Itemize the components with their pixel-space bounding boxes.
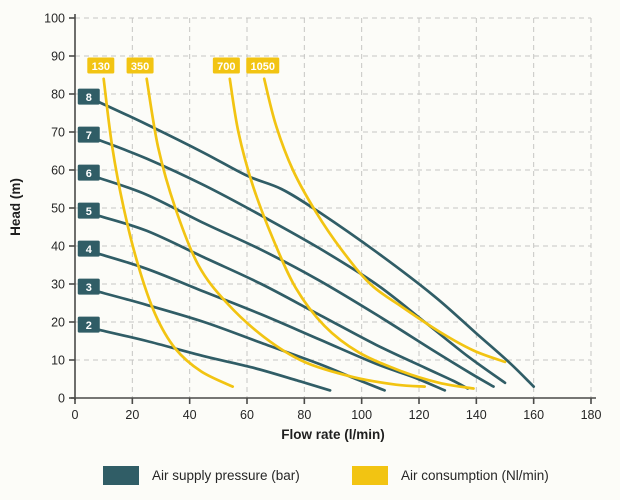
curve-pressure-7 (96, 138, 507, 385)
curve-pressure-4 (96, 252, 447, 392)
curve-pressure-8 (96, 100, 536, 388)
curve-label-130: 130 (87, 57, 115, 74)
y-tick-label-40: 40 (51, 240, 65, 254)
curve-consumption-700 (228, 77, 475, 390)
x-tick-label-140: 140 (466, 408, 487, 422)
svg-text:130: 130 (92, 61, 110, 73)
y-tick-label-10: 10 (51, 354, 65, 368)
svg-text:4: 4 (86, 244, 93, 256)
svg-text:3: 3 (86, 282, 92, 294)
svg-text:2: 2 (86, 320, 92, 332)
curve-consumption-130 (102, 77, 235, 388)
curve-label-1050: 1050 (246, 57, 280, 74)
curve-label-350: 350 (126, 57, 154, 74)
x-tick-label-80: 80 (297, 408, 311, 422)
curve-label-3: 3 (77, 278, 100, 295)
curve-pressure-5 (96, 214, 470, 390)
y-tick-label-70: 70 (51, 126, 65, 140)
svg-text:7: 7 (86, 130, 92, 142)
legend-label-pressure: Air supply pressure (bar) (152, 468, 300, 483)
x-tick-label-20: 20 (125, 408, 139, 422)
curve-label-8: 8 (77, 88, 100, 105)
curve-label-2: 2 (77, 316, 100, 333)
curve-consumption-1050 (262, 77, 507, 364)
x-tick-label-40: 40 (183, 408, 197, 422)
legend-item-consumption: Air consumption (Nl/min) (352, 466, 549, 485)
y-tick-label-50: 50 (51, 202, 65, 216)
curve-label-5: 5 (77, 202, 100, 219)
curve-label-700: 700 (212, 57, 240, 74)
y-tick-label-20: 20 (51, 316, 65, 330)
curve-consumption-350 (145, 77, 427, 388)
x-tick-label-100: 100 (351, 408, 372, 422)
x-axis-title: Flow rate (l/min) (281, 427, 385, 442)
legend-swatch-consumption (352, 466, 388, 485)
curve-pressure-2 (96, 328, 332, 392)
y-tick-label-30: 30 (51, 278, 65, 292)
x-tick-label-160: 160 (523, 408, 544, 422)
y-tick-label-90: 90 (51, 50, 65, 64)
svg-text:1050: 1050 (251, 61, 275, 73)
curve-label-4: 4 (77, 240, 100, 257)
svg-text:5: 5 (86, 206, 92, 218)
x-tick-label-0: 0 (72, 408, 79, 422)
chart-plot-area: 0 10 20 30 40 50 60 70 80 90 100 0 20 40 60 80 100 120 140… (44, 12, 602, 423)
y-tick-label-60: 60 (51, 164, 65, 178)
svg-text:8: 8 (86, 92, 92, 104)
y-tick-label-80: 80 (51, 88, 65, 102)
svg-text:6: 6 (86, 168, 92, 180)
y-tick-label-0: 0 (58, 392, 65, 406)
x-tick-label-120: 120 (409, 408, 430, 422)
curve-pressure-6 (96, 176, 495, 388)
legend-label-consumption: Air consumption (Nl/min) (401, 468, 549, 483)
x-tick-label-60: 60 (240, 408, 254, 422)
x-tick-label-180: 180 (581, 408, 602, 422)
legend-swatch-pressure (103, 466, 139, 485)
y-tick-label-100: 100 (44, 12, 65, 26)
legend-item-pressure: Air supply pressure (bar) (103, 466, 300, 485)
curve-label-7: 7 (77, 126, 100, 143)
svg-text:700: 700 (217, 61, 235, 73)
svg-text:350: 350 (131, 61, 149, 73)
y-axis-title: Head (m) (8, 178, 23, 236)
curve-label-6: 6 (77, 164, 100, 181)
